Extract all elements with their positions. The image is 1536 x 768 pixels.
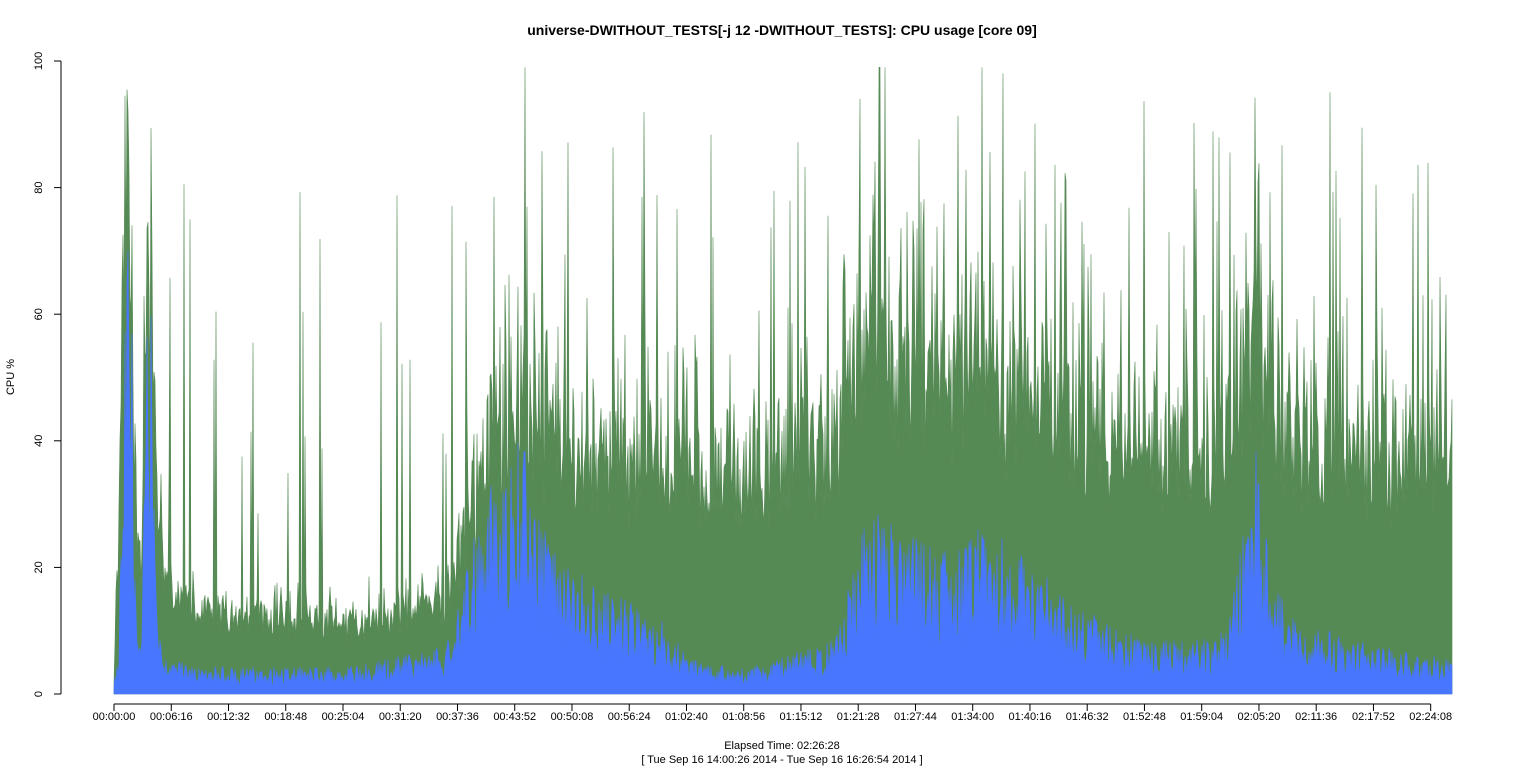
x-tick-label: 01:02:40 (665, 711, 708, 723)
x-axis-time-range: [ Tue Sep 16 14:00:26 2014 - Tue Sep 16 … (641, 754, 922, 766)
y-tick-label: 0 (33, 691, 45, 697)
x-tick-label: 01:08:56 (722, 711, 765, 723)
y-axis-label: CPU % (5, 359, 17, 395)
x-tick-label: 00:00:00 (93, 711, 136, 723)
y-tick-label: 60 (33, 308, 45, 320)
x-axis: 00:00:00 00:06:16 00:12:32 00:18:48 00:25:04… (93, 703, 1452, 723)
x-tick-label: 00:43:52 (493, 711, 536, 723)
x-tick-label: 02:24:08 (1409, 711, 1452, 723)
y-tick-label: 20 (33, 561, 45, 573)
x-tick-label: 02:17:52 (1352, 711, 1395, 723)
x-tick-label: 00:37:36 (436, 711, 479, 723)
x-tick-label: 00:12:32 (207, 711, 250, 723)
y-tick-label: 100 (33, 52, 45, 70)
series-green-area (113, 67, 1453, 695)
x-tick-label: 01:15:12 (780, 711, 823, 723)
y-axis: 0 20 40 60 80 100 (33, 52, 62, 697)
x-tick-label: 01:21:28 (837, 711, 880, 723)
chart-title: universe-DWITHOUT_TESTS[-j 12 -DWITHOUT_… (527, 22, 1037, 38)
x-tick-label: 00:50:08 (551, 711, 594, 723)
x-tick-label: 00:06:16 (150, 711, 193, 723)
x-tick-label: 01:27:44 (894, 711, 937, 723)
x-tick-label: 00:18:48 (264, 711, 307, 723)
x-tick-label: 00:25:04 (322, 711, 365, 723)
y-tick-label: 80 (33, 181, 45, 193)
x-tick-label: 01:52:48 (1123, 711, 1166, 723)
series-blue-area (113, 250, 1453, 695)
x-tick-label: 01:46:32 (1066, 711, 1109, 723)
x-tick-label: 01:34:00 (951, 711, 994, 723)
x-tick-label: 02:05:20 (1238, 711, 1281, 723)
x-tick-label: 00:56:24 (608, 711, 651, 723)
x-tick-label: 00:31:20 (379, 711, 422, 723)
y-tick-label: 40 (33, 435, 45, 447)
x-tick-label: 01:40:16 (1009, 711, 1052, 723)
x-axis-label: Elapsed Time: 02:26:28 (724, 740, 840, 752)
plot-area (113, 67, 1453, 695)
x-tick-label: 01:59:04 (1180, 711, 1223, 723)
x-tick-label: 02:11:36 (1295, 711, 1337, 723)
